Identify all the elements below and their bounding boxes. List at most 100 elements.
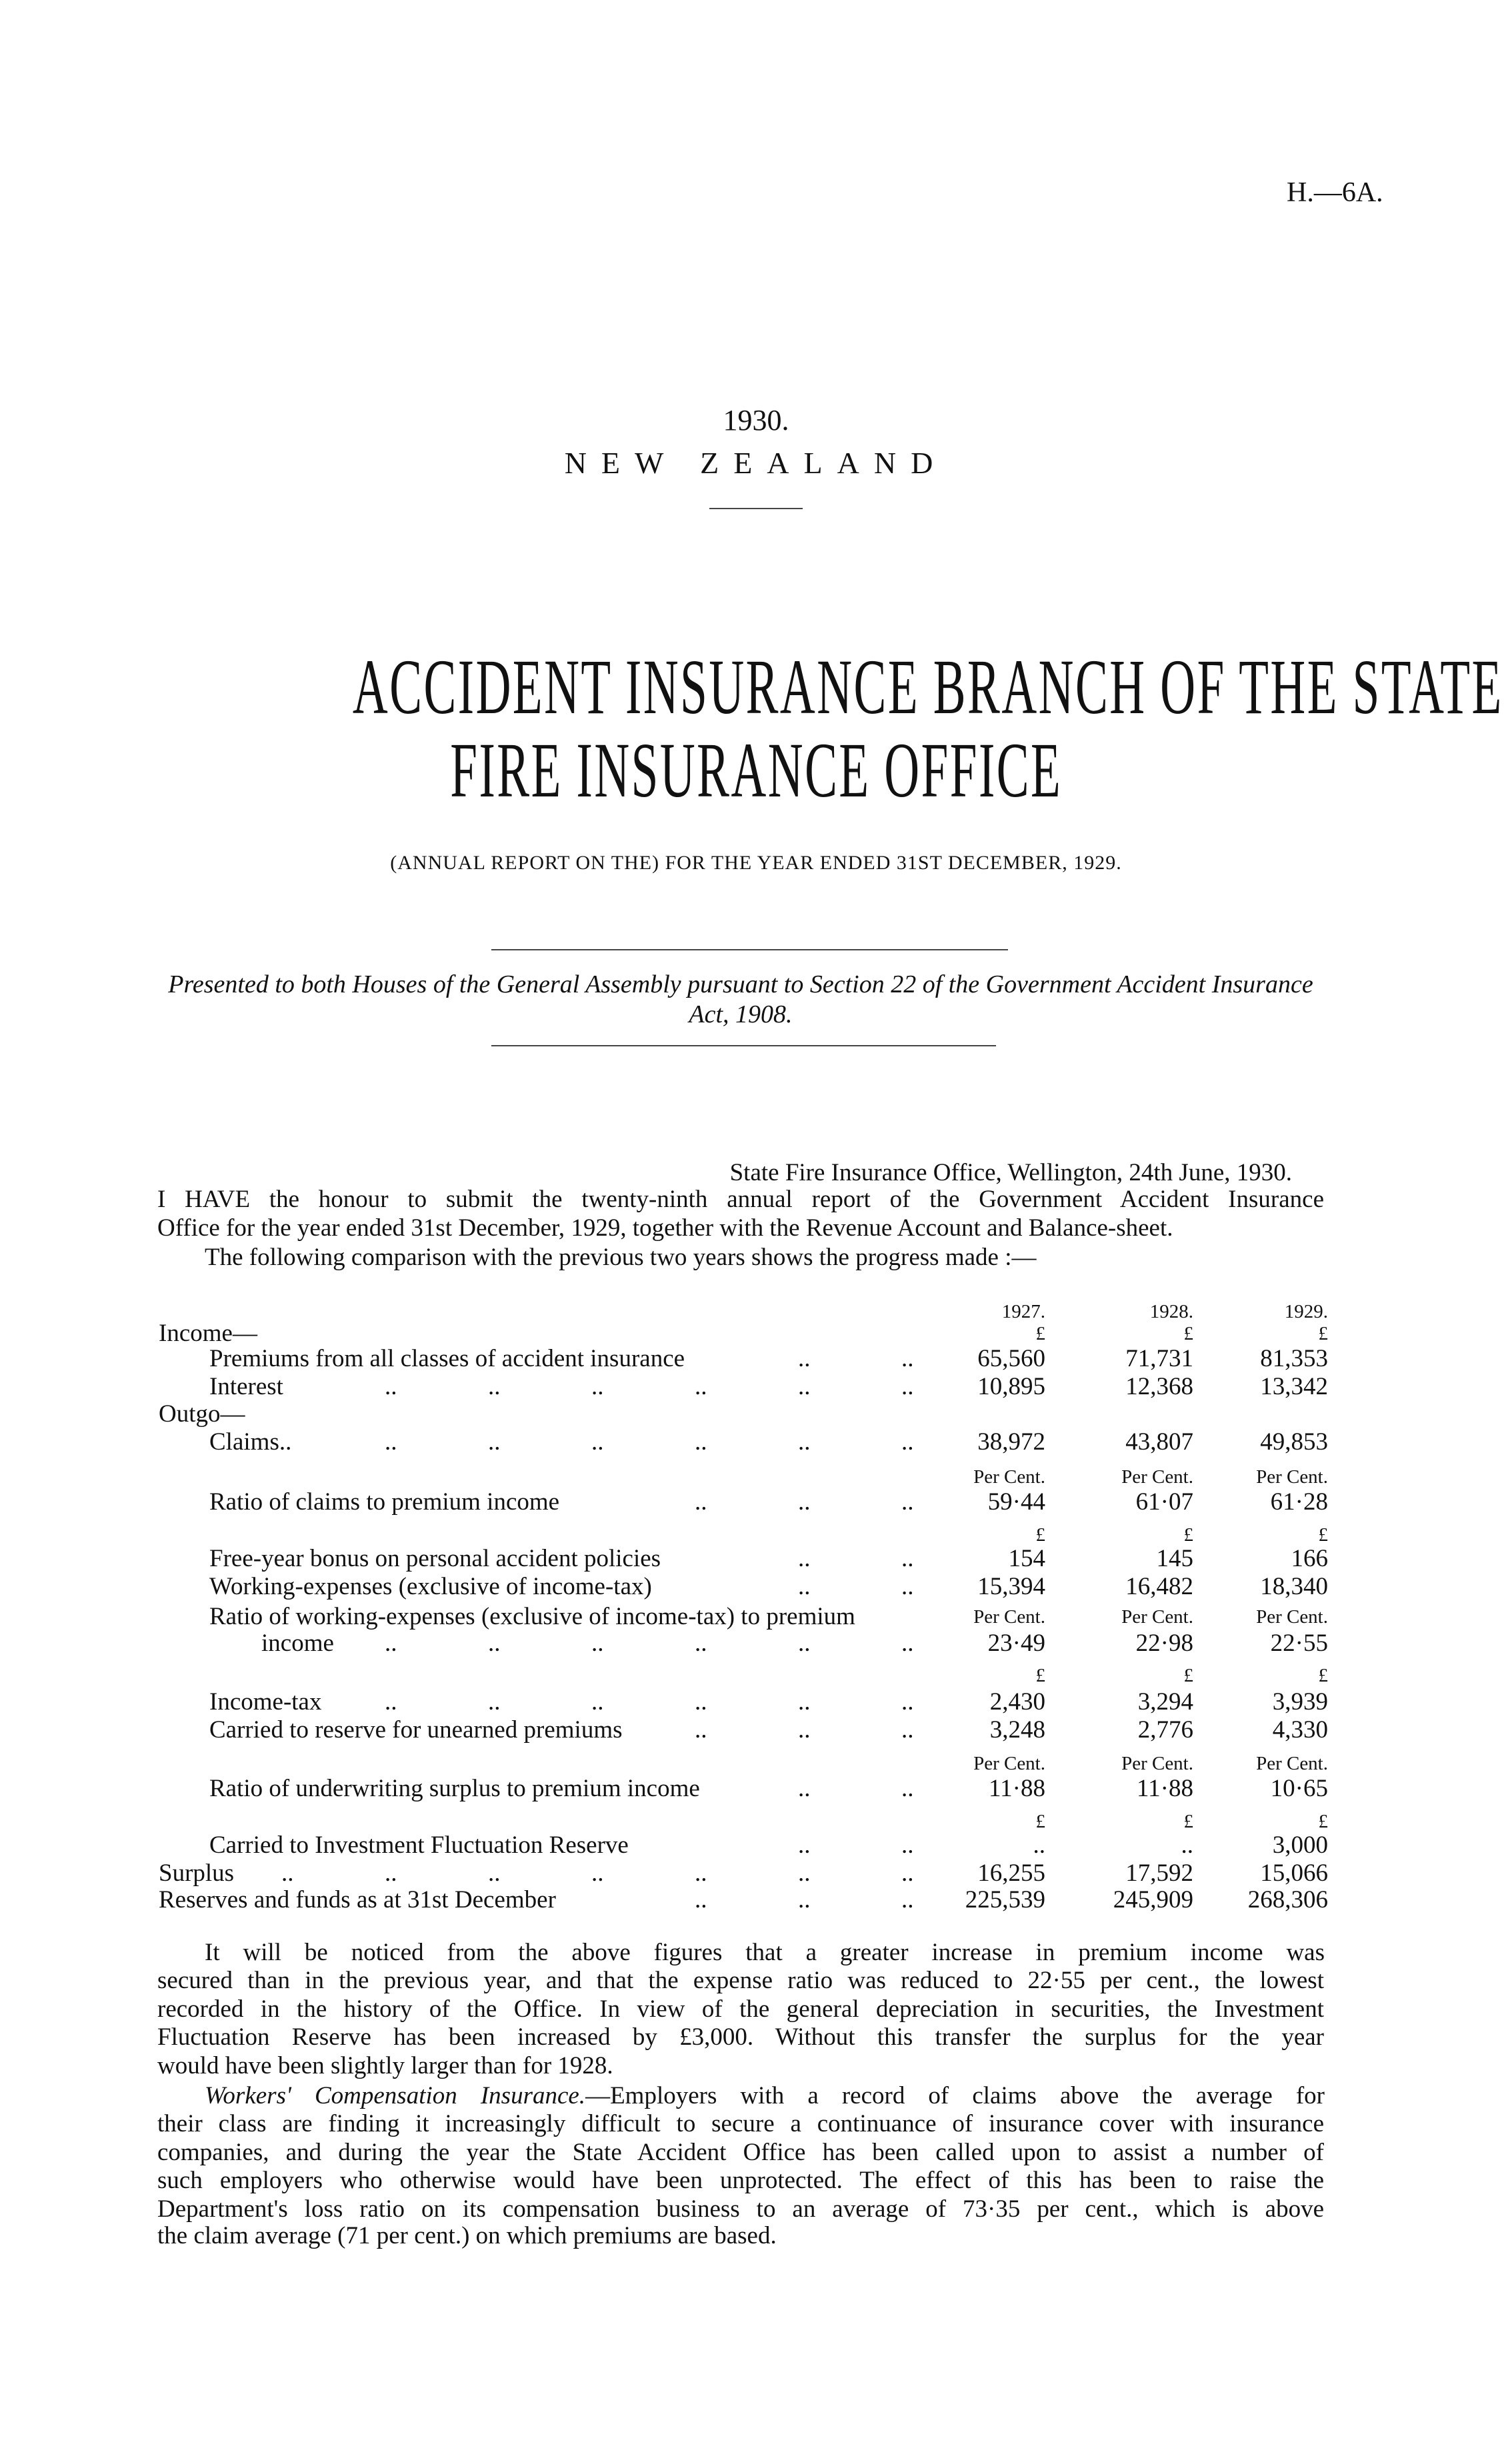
table-cell: 23·49 <box>987 1630 1045 1657</box>
title-text: FIRE INSURANCE OFFICE <box>450 726 1062 814</box>
letter-address: State Fire Insurance Office, Wellington,… <box>729 1159 1292 1186</box>
body-line: would have been slightly larger than for… <box>157 2052 613 2079</box>
table-cell: 2,776 <box>1137 1716 1193 1744</box>
letter-line: The following comparison with the previo… <box>205 1244 1037 1271</box>
title-text: ACCIDENT INSURANCE BRANCH OF THE STATE <box>352 643 1503 730</box>
dot-leader: .. <box>798 1832 811 1859</box>
body-line: recorded in the history of the Office. I… <box>157 1995 1324 2023</box>
dot-leader: .. <box>488 1688 501 1716</box>
table-cell: 10,895 <box>977 1373 1045 1400</box>
row-label: Working-expenses (exclusive of income-ta… <box>209 1573 652 1600</box>
dot-leader: .. <box>901 1688 914 1716</box>
dot-leader: .. <box>901 1488 914 1516</box>
column-unit: £ <box>1183 1323 1194 1344</box>
table-cell: 71,731 <box>1125 1345 1193 1372</box>
column-unit: Per Cent. <box>973 1753 1045 1774</box>
table-cell: 268,306 <box>1247 1886 1328 1913</box>
dot-leader: .. <box>798 1775 811 1802</box>
dot-leader: .. <box>798 1428 811 1456</box>
row-label: Outgo— <box>159 1400 245 1428</box>
dot-leader: .. <box>901 1573 914 1600</box>
dot-leader: .. <box>591 1688 604 1716</box>
table-cell: 166 <box>1291 1545 1329 1572</box>
dot-leader: .. <box>591 1373 604 1400</box>
letter-line: Office for the year ended 31st December,… <box>157 1214 1173 1242</box>
body-line: Fluctuation Reserve has been increased b… <box>157 2023 1324 2051</box>
table-cell: 16,255 <box>977 1859 1045 1887</box>
body-line: their class are finding it increasingly … <box>157 2110 1324 2137</box>
dot-leader: .. <box>798 1545 811 1572</box>
title-line-2: FIRE INSURANCE OFFICE <box>0 731 1512 810</box>
column-unit: £ <box>1035 1323 1046 1344</box>
table-cell: 245,909 <box>1113 1886 1193 1913</box>
column-unit: £ <box>1035 1811 1046 1832</box>
row-label: Ratio of underwriting surplus to premium… <box>209 1775 700 1802</box>
column-unit: £ <box>1318 1323 1329 1344</box>
letter-line: I HAVE the honour to submit the twenty-n… <box>157 1186 1324 1213</box>
table-cell: .. <box>1033 1832 1046 1859</box>
dot-leader: .. <box>901 1832 914 1859</box>
table-cell: 2,430 <box>989 1688 1045 1716</box>
column-unit: £ <box>1183 1811 1194 1832</box>
dot-leader: .. <box>695 1859 707 1887</box>
column-unit: Per Cent. <box>1256 1753 1328 1774</box>
table-cell: 15,394 <box>977 1573 1045 1600</box>
column-unit: £ <box>1183 1665 1194 1686</box>
dot-leader: .. <box>385 1373 397 1400</box>
dot-leader: .. <box>798 1573 811 1600</box>
divider <box>709 508 803 509</box>
table-cell: 11·88 <box>989 1775 1045 1802</box>
dot-leader: .. <box>901 1373 914 1400</box>
row-label: income <box>261 1630 334 1657</box>
dot-leader: .. <box>901 1630 914 1657</box>
dot-leader: .. <box>901 1775 914 1802</box>
row-label: Reserves and funds as at 31st December <box>159 1886 556 1913</box>
column-unit: 1928. <box>1149 1301 1193 1322</box>
dot-leader: .. <box>901 1545 914 1572</box>
dot-leader: .. <box>901 1345 914 1372</box>
dot-leader: .. <box>385 1428 397 1456</box>
body-line: companies, and during the year the State… <box>157 2139 1324 2166</box>
table-cell: 3,248 <box>989 1716 1045 1744</box>
table-cell: 43,807 <box>1125 1428 1193 1456</box>
table-cell: 17,592 <box>1125 1859 1193 1887</box>
table-cell: 13,342 <box>1260 1373 1328 1400</box>
table-cell: 61·28 <box>1270 1488 1328 1516</box>
table-cell: 22·55 <box>1270 1630 1328 1657</box>
row-label: Ratio of claims to premium income <box>209 1488 560 1516</box>
table-cell: 61·07 <box>1135 1488 1193 1516</box>
country-heading: NEW ZEALAND <box>564 446 948 480</box>
row-label: Carried to reserve for unearned premiums <box>209 1716 623 1744</box>
row-label: Premiums from all classes of accident in… <box>209 1345 685 1372</box>
column-unit: £ <box>1318 1811 1329 1832</box>
column-unit: Per Cent. <box>1256 1466 1328 1488</box>
dot-leader: .. <box>695 1428 707 1456</box>
dot-leader: .. <box>385 1688 397 1716</box>
dot-leader: .. <box>901 1428 914 1456</box>
dot-leader: .. <box>695 1886 707 1913</box>
body-line: Department's loss ratio on its compensat… <box>157 2195 1324 2223</box>
table-cell: 3,939 <box>1272 1688 1328 1716</box>
column-unit: £ <box>1035 1665 1046 1686</box>
table-cell: 18,340 <box>1260 1573 1328 1600</box>
dot-leader: .. <box>488 1859 501 1887</box>
dot-leader: .. <box>798 1488 811 1516</box>
presented-note: Presented to both Houses of the General … <box>168 970 1313 1028</box>
dot-leader: .. <box>901 1886 914 1913</box>
dot-leader: .. <box>695 1688 707 1716</box>
column-unit: 1929. <box>1284 1301 1328 1322</box>
table-cell: 49,853 <box>1260 1428 1328 1456</box>
table-cell: 4,330 <box>1272 1716 1328 1744</box>
table-cell: 225,539 <box>965 1886 1045 1913</box>
body-line: Workers' Compensation Insurance.—Employe… <box>205 2082 1325 2109</box>
table-cell: 10·65 <box>1270 1775 1328 1802</box>
title-line-1: ACCIDENT INSURANCE BRANCH OF THE STATE <box>0 648 1512 726</box>
row-label: Income-tax <box>209 1688 322 1716</box>
table-cell: 59·44 <box>987 1488 1045 1516</box>
table-cell: 81,353 <box>1260 1345 1328 1372</box>
table-cell: 3,294 <box>1137 1688 1193 1716</box>
dot-leader: .. <box>901 1716 914 1744</box>
table-cell: 145 <box>1156 1545 1194 1572</box>
row-label: Surplus <box>159 1859 235 1887</box>
row-label: Carried to Investment Fluctuation Reserv… <box>209 1832 629 1859</box>
